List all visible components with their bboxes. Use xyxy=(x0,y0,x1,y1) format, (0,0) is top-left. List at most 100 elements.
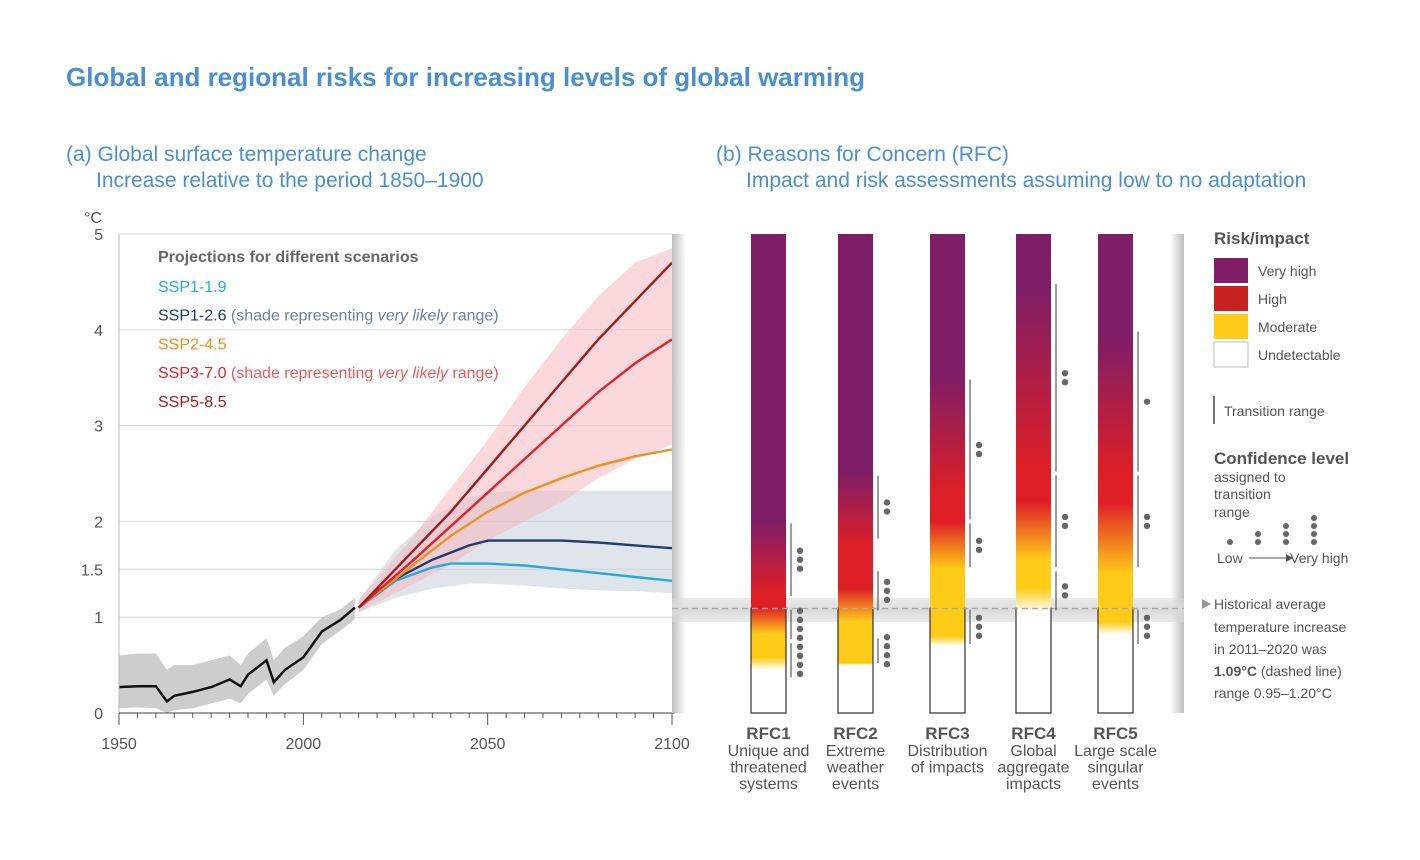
rfc-name-label: Extreme weather events xyxy=(826,743,886,793)
panel-a-title: (a) Global surface temperature change In… xyxy=(66,142,484,194)
panel-b-right-shadow xyxy=(1170,234,1184,713)
x-tick-label: 1950 xyxy=(101,736,137,753)
confidence-dot xyxy=(796,616,804,624)
rfc-name-line: Distribution xyxy=(907,743,987,760)
confidence-dot xyxy=(975,623,983,630)
rfc-id-label: RFC4 xyxy=(1011,724,1056,743)
panel-a-subtitle: Increase relative to the period 1850–190… xyxy=(96,169,484,192)
rfc-name-line: systems xyxy=(739,776,798,793)
legend-entry: SSP3-7.0 (shade representing very likely… xyxy=(158,365,499,382)
confidence-scale-dot xyxy=(1283,531,1289,537)
page-title: Global and regional risks for increasing… xyxy=(66,62,865,92)
risk-swatch xyxy=(1213,341,1249,368)
risk-swatch xyxy=(1214,286,1248,311)
rfc-name-line: threatened xyxy=(730,760,807,777)
legend-note-post: range) xyxy=(448,365,499,382)
confidence-dot xyxy=(796,556,804,563)
rfc-name-line: aggregate xyxy=(997,760,1069,777)
panel-a-y-ticks: 0 1 1.5 2 3 4 5 xyxy=(81,227,103,723)
confidence-sub3: range xyxy=(1214,504,1250,520)
rfc-name-line: Large scale xyxy=(1074,743,1157,760)
confidence-arrow-head xyxy=(1286,554,1293,562)
legend-name: SSP5-8.5 xyxy=(158,394,227,411)
panel-b-left-shadow xyxy=(672,234,686,713)
y-axis-unit-label: °C xyxy=(84,210,102,227)
confidence-dot xyxy=(1061,522,1069,530)
rfc-name-line: events xyxy=(832,776,879,793)
confidence-dot xyxy=(1061,379,1069,386)
confidence-dot xyxy=(1143,623,1151,630)
confidence-dot xyxy=(796,643,804,651)
confidence-dot xyxy=(796,565,804,572)
panel-b-title-text: (b) Reasons for Concern (RFC) xyxy=(716,143,1009,166)
x-tick-label: 2100 xyxy=(654,736,690,753)
panel-a-legend: Projections for different scenarios SSP1… xyxy=(158,249,499,411)
confidence-dot xyxy=(1143,398,1151,405)
rfc-name-label: Distribution of impacts xyxy=(907,743,987,777)
legend-entry: SSP5-8.5 xyxy=(158,394,227,411)
confidence-dot xyxy=(796,547,804,554)
panel-b-legend: Risk/impact Very high High Moderate Undetec… xyxy=(1202,229,1349,701)
confidence-dot xyxy=(1143,614,1151,621)
legend-name: SSP3-7.0 xyxy=(158,365,227,382)
confidence-dot xyxy=(1061,370,1069,377)
hist-line1: Historical average xyxy=(1214,596,1326,612)
legend-note-pre: (shade representing xyxy=(226,308,377,325)
y-tick-label: 0 xyxy=(94,706,103,723)
confidence-dot xyxy=(975,632,983,639)
confidence-dot xyxy=(883,634,891,641)
legend-entry: SSP2-4.5 xyxy=(158,336,227,353)
panel-a-title-text: (a) Global surface temperature change xyxy=(66,143,427,166)
y-tick-label: 1 xyxy=(94,610,103,627)
transition-ranges xyxy=(790,283,1151,678)
confidence-scale-dot xyxy=(1311,523,1317,529)
rfc-bar-RFC1 xyxy=(751,234,786,713)
hist-line3: in 2011–2020 was xyxy=(1214,641,1327,657)
rfc-bar-RFC4 xyxy=(1016,234,1051,713)
confidence-dot xyxy=(975,537,983,545)
confidence-dot xyxy=(975,614,983,621)
confidence-dot xyxy=(975,546,983,554)
confidence-dot xyxy=(1143,522,1151,530)
x-tick-label: 2050 xyxy=(470,736,506,753)
y-tick-label: 2 xyxy=(94,514,103,531)
observed-line xyxy=(118,606,356,704)
y-tick-label: 1.5 xyxy=(81,562,103,579)
legend-note-em: very likely xyxy=(378,308,449,325)
legend-title: Projections for different scenarios xyxy=(158,249,419,266)
rfc-name-label: Global aggregate impacts xyxy=(997,743,1069,793)
series-line-SSP5-8.5 xyxy=(357,261,673,609)
confidence-scale-dot xyxy=(1311,539,1317,545)
hist-value: 1.09°C xyxy=(1214,663,1257,679)
rfc-bar-outline xyxy=(837,607,874,714)
confidence-high-label: Very high xyxy=(1290,550,1348,566)
confidence-dot xyxy=(883,643,891,650)
historical-pointer-icon xyxy=(1202,599,1211,609)
rfc-bar-RFC5 xyxy=(1098,234,1133,713)
rfc-name-line: Global xyxy=(1010,743,1056,760)
y-tick-label: 5 xyxy=(94,227,103,244)
x-tick-label: 2000 xyxy=(286,736,322,753)
series-line-SSP1-2.6 xyxy=(357,539,673,609)
panel-b-subtitle: Impact and risk assessments assuming low… xyxy=(746,169,1307,192)
rfc-bar-RFC3 xyxy=(930,234,965,713)
panel-b-title: (b) Reasons for Concern (RFC) Impact and… xyxy=(716,142,1306,194)
confidence-dot xyxy=(796,607,804,615)
panel-a-series-lines xyxy=(118,261,673,704)
hist-line2: temperature increase xyxy=(1214,619,1347,635)
rfc-name-line: of impacts xyxy=(911,760,984,777)
rfc-name-line: Extreme xyxy=(826,743,886,760)
confidence-scale-dot xyxy=(1227,539,1233,545)
confidence-dot xyxy=(883,578,891,586)
confidence-sub1: assigned to xyxy=(1214,469,1286,485)
confidence-scale-dot xyxy=(1311,531,1317,537)
rfc-bar-outline xyxy=(1015,607,1052,714)
confidence-dot xyxy=(1143,513,1151,521)
legend-name: SSP1-2.6 xyxy=(158,308,227,325)
confidence-scale-dot xyxy=(1283,523,1289,529)
legend-entry: SSP1-2.6 (shade representing very likely… xyxy=(158,308,499,325)
rfc-name-line: weather xyxy=(826,760,885,777)
confidence-scale-dot xyxy=(1311,515,1317,521)
